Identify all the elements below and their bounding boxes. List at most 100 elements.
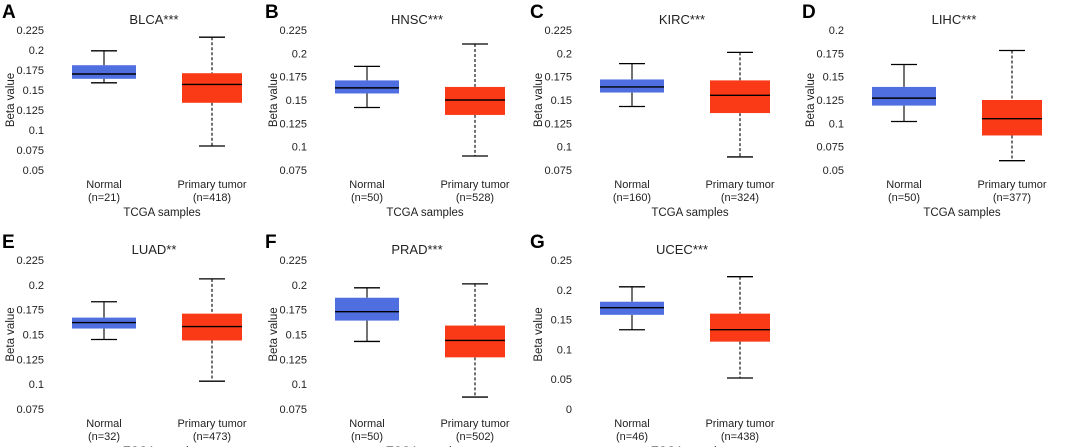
y-axis-label: Beta value bbox=[268, 307, 280, 361]
chart-panel-f: F PRAD*** 0.075 0.1 0.125 0.15 0.175 0.2 0.225 Be… bbox=[265, 232, 510, 447]
y-tick-label: 0.175 bbox=[816, 48, 844, 60]
box-tumor bbox=[445, 325, 505, 358]
panel-letter: F bbox=[265, 232, 277, 253]
y-tick-label: 0.175 bbox=[279, 305, 307, 317]
y-tick-label: 0.075 bbox=[279, 404, 307, 416]
y-axis-label: Beta value bbox=[805, 73, 817, 127]
x-tick-count: (n=418) bbox=[193, 192, 231, 204]
y-tick-label: 0.1 bbox=[829, 118, 844, 130]
y-tick-label: 0.1 bbox=[557, 142, 572, 154]
y-tick-label: 0.125 bbox=[279, 354, 307, 366]
x-tick-label: Normal bbox=[614, 418, 649, 430]
y-tick-label: 0.175 bbox=[16, 305, 44, 317]
y-tick-label: 0.075 bbox=[816, 142, 844, 154]
chart-panel-e: E LUAD** 0.075 0.1 0.125 0.15 0.175 0.2 0.225 Bet… bbox=[2, 232, 247, 447]
y-tick-label: 0.1 bbox=[29, 125, 44, 137]
y-tick-label: 0.05 bbox=[551, 374, 572, 386]
panel-letter: G bbox=[530, 232, 545, 253]
y-tick-label: 0.1 bbox=[557, 344, 572, 356]
x-axis-label: TCGA samples bbox=[923, 207, 1001, 219]
y-tick-label: 0.1 bbox=[292, 142, 307, 154]
panel-letter: C bbox=[530, 2, 544, 23]
x-tick-label: Normal bbox=[86, 179, 121, 191]
y-tick-label: 0.2 bbox=[557, 285, 572, 297]
y-tick-label: 0.2 bbox=[292, 48, 307, 60]
chart-title: BLCA*** bbox=[129, 12, 178, 27]
panel-letter: D bbox=[802, 2, 816, 23]
x-tick-count: (n=50) bbox=[888, 192, 920, 204]
chart-panel-c: C KIRC*** 0.075 0.1 0.125 0.15 0.175 0.2 0.225 Be… bbox=[530, 2, 775, 219]
x-tick-count: (n=21) bbox=[88, 192, 120, 204]
box-normal bbox=[72, 65, 136, 79]
x-axis-label: TCGA samples bbox=[123, 207, 201, 219]
y-tick-label: 0.15 bbox=[286, 330, 307, 342]
box-tumor bbox=[710, 313, 770, 342]
panel-letter: A bbox=[2, 2, 16, 23]
x-tick-label: Primary tumor bbox=[705, 418, 774, 430]
box-normal bbox=[335, 297, 399, 321]
x-tick-count: (n=46) bbox=[616, 431, 648, 443]
y-tick-label: 0.15 bbox=[551, 95, 572, 107]
y-tick-label: 0.225 bbox=[16, 255, 44, 267]
y-tick-label: 0 bbox=[566, 404, 572, 416]
panel-letter: B bbox=[265, 2, 279, 23]
y-axis-label: Beta value bbox=[5, 73, 17, 127]
y-axis-label: Beta value bbox=[268, 73, 280, 127]
y-tick-label: 0.25 bbox=[551, 255, 572, 267]
box-tumor bbox=[710, 80, 770, 114]
y-tick-label: 0.15 bbox=[23, 85, 44, 97]
box-normal bbox=[600, 79, 664, 93]
x-tick-label: Normal bbox=[86, 418, 121, 430]
x-tick-count: (n=324) bbox=[721, 192, 759, 204]
y-tick-label: 0.2 bbox=[829, 25, 844, 37]
y-tick-label: 0.15 bbox=[823, 72, 844, 84]
chart-title: PRAD*** bbox=[391, 242, 442, 257]
x-tick-count: (n=160) bbox=[613, 192, 651, 204]
y-tick-label: 0.2 bbox=[29, 45, 44, 57]
y-tick-label: 0.15 bbox=[551, 315, 572, 327]
box-tumor bbox=[445, 86, 505, 115]
y-tick-label: 0.1 bbox=[292, 379, 307, 391]
chart-title: KIRC*** bbox=[659, 12, 705, 27]
y-axis-label: Beta value bbox=[533, 307, 545, 361]
chart-title: LIHC*** bbox=[932, 12, 977, 27]
box-normal bbox=[872, 86, 936, 106]
panel-letter: E bbox=[2, 232, 15, 253]
x-tick-label: Primary tumor bbox=[440, 179, 509, 191]
chart-title: HNSC*** bbox=[391, 12, 443, 27]
x-tick-label: Normal bbox=[349, 418, 384, 430]
y-tick-label: 0.125 bbox=[279, 118, 307, 130]
x-tick-label: Primary tumor bbox=[177, 179, 246, 191]
x-tick-count: (n=473) bbox=[193, 431, 231, 443]
y-tick-label: 0.175 bbox=[544, 72, 572, 84]
y-tick-label: 0.125 bbox=[816, 95, 844, 107]
box-tumor bbox=[182, 73, 242, 103]
x-tick-label: Primary tumor bbox=[177, 418, 246, 430]
y-tick-label: 0.225 bbox=[279, 25, 307, 37]
x-tick-label: Primary tumor bbox=[705, 179, 774, 191]
x-tick-label: Primary tumor bbox=[440, 418, 509, 430]
y-tick-label: 0.125 bbox=[16, 354, 44, 366]
chart-panel-g: G UCEC*** 0 0.05 0.1 0.15 0.2 0.25 Beta value Nor… bbox=[530, 232, 775, 447]
x-tick-label: Normal bbox=[614, 179, 649, 191]
chart-title: UCEC*** bbox=[656, 242, 708, 257]
chart-panel-d: D LIHC*** 0.05 0.075 0.1 0.125 0.15 0.175 0.2 Bet… bbox=[802, 2, 1047, 219]
x-axis-label: TCGA samples bbox=[386, 207, 464, 219]
box-normal bbox=[335, 80, 399, 94]
y-tick-label: 0.125 bbox=[16, 105, 44, 117]
chart-panel-a: A BLCA*** 0.05 0.075 0.1 0.125 0.15 0.175 0.2 0.2… bbox=[2, 2, 247, 219]
y-tick-label: 0.15 bbox=[23, 330, 44, 342]
chart-title: LUAD** bbox=[132, 242, 177, 257]
y-tick-label: 0.175 bbox=[279, 72, 307, 84]
x-tick-count: (n=438) bbox=[721, 431, 759, 443]
y-tick-label: 0.15 bbox=[286, 95, 307, 107]
x-tick-count: (n=377) bbox=[993, 192, 1031, 204]
x-tick-label: Primary tumor bbox=[977, 179, 1046, 191]
box-tumor bbox=[982, 100, 1042, 136]
y-tick-label: 0.175 bbox=[16, 65, 44, 77]
x-tick-label: Normal bbox=[886, 179, 921, 191]
y-tick-label: 0.075 bbox=[279, 165, 307, 177]
y-axis-label: Beta value bbox=[5, 307, 17, 361]
y-tick-label: 0.2 bbox=[292, 280, 307, 292]
